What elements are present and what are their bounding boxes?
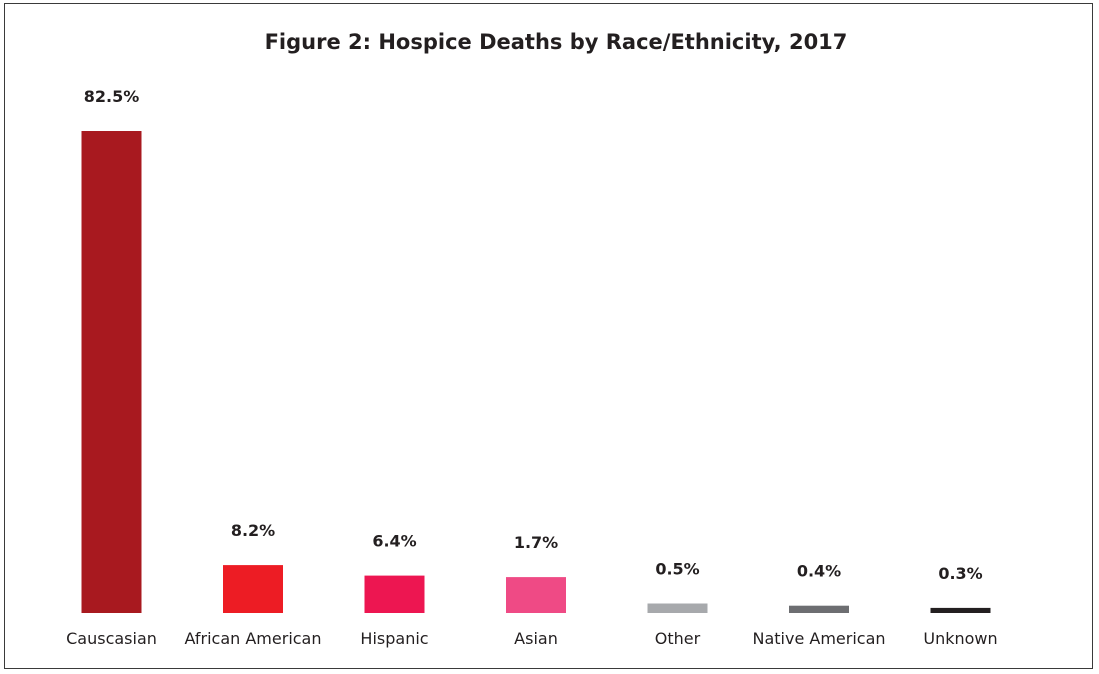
category-label-african-american: African American bbox=[185, 629, 322, 648]
category-labels-layer: Causcasian African American Hispanic Asian O… bbox=[66, 629, 998, 648]
bar-hispanic bbox=[364, 575, 425, 613]
category-label-native-american: Native American bbox=[752, 629, 885, 648]
chart-title: Figure 2: Hospice Deaths by Race/Ethnici… bbox=[264, 30, 848, 54]
category-label-hispanic: Hispanic bbox=[360, 629, 428, 648]
data-label-unknown: 0.3% bbox=[938, 564, 982, 583]
data-label-asian: 1.7% bbox=[514, 533, 558, 552]
data-label-african-american: 8.2% bbox=[231, 521, 275, 540]
data-label-native-american: 0.4% bbox=[797, 562, 841, 581]
data-label-other: 0.5% bbox=[655, 560, 699, 579]
category-label-other: Other bbox=[655, 629, 701, 648]
category-label-unknown: Unknown bbox=[923, 629, 997, 648]
bar-unknown bbox=[930, 607, 991, 613]
bar-asian bbox=[506, 577, 566, 613]
bar-native-american bbox=[789, 605, 849, 613]
chart-frame bbox=[4, 3, 1093, 669]
bar-causcasian bbox=[81, 131, 142, 613]
category-label-causcasian: Causcasian bbox=[66, 629, 157, 648]
bar-other bbox=[647, 603, 708, 613]
data-label-hispanic: 6.4% bbox=[372, 532, 416, 551]
data-label-causcasian: 82.5% bbox=[84, 87, 140, 106]
bar-african-american bbox=[223, 565, 283, 613]
category-label-asian: Asian bbox=[514, 629, 558, 648]
bars-layer bbox=[81, 131, 991, 613]
value-labels-layer: 82.5% 8.2% 6.4% 1.7% 0.5% 0.4% 0.3% bbox=[84, 87, 983, 583]
